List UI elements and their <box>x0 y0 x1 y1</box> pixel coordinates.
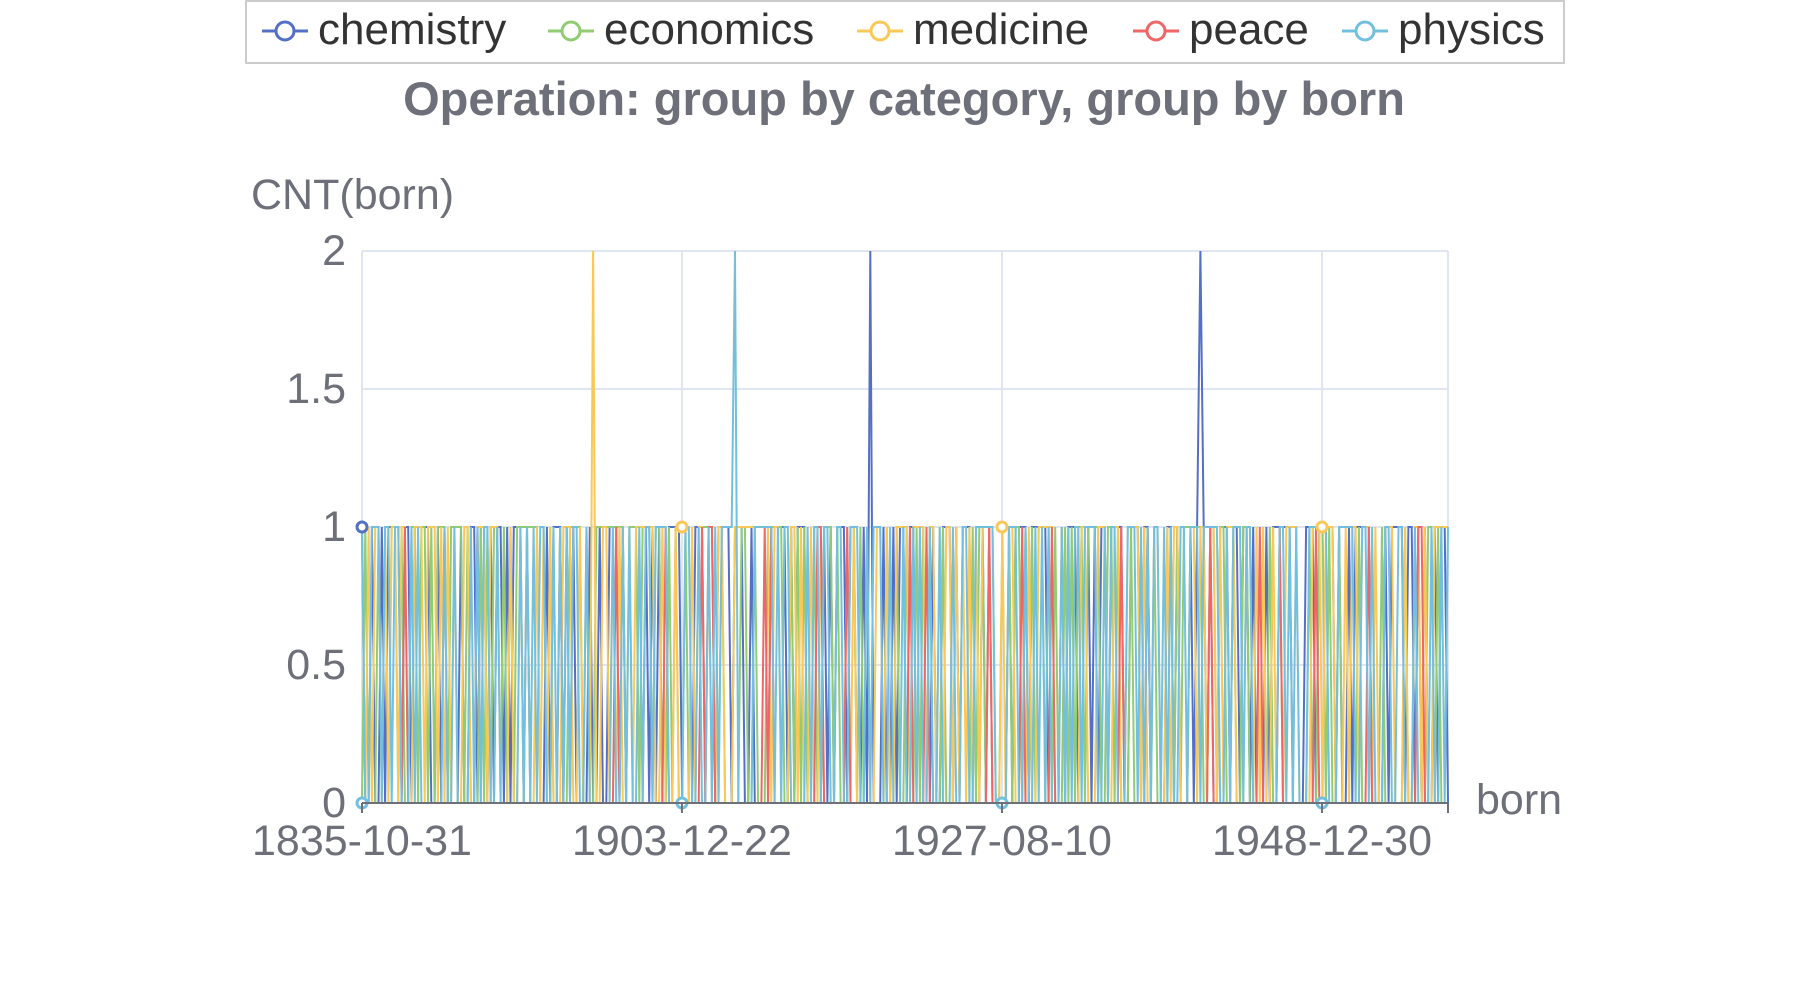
legend-item-economics[interactable]: economics <box>548 5 814 54</box>
legend-item-medicine[interactable]: medicine <box>857 5 1089 54</box>
x-tick-label: 1948-12-30 <box>1212 817 1432 865</box>
x-axis-label: born <box>1476 776 1562 824</box>
legend-marker <box>1145 20 1167 42</box>
legend-label: peace <box>1189 5 1309 54</box>
chart-title: Operation: group by category, group by b… <box>403 72 1405 125</box>
x-tick-labels: 1835-10-31 1903-12-22 1927-08-10 1948-12-30 <box>252 817 1432 865</box>
y-axis-label: CNT(born) <box>251 171 454 219</box>
legend-item-chemistry[interactable]: chemistry <box>262 5 506 54</box>
y-tick-label: 0 <box>322 779 346 827</box>
y-tick-label: 2 <box>322 227 346 275</box>
series-marker-medicine <box>995 520 1009 534</box>
series-marker-chemistry <box>355 520 369 534</box>
legend-item-peace[interactable]: peace <box>1133 5 1309 54</box>
legend-label: physics <box>1398 5 1545 54</box>
y-tick-label: 1.5 <box>286 365 346 413</box>
legend-label: economics <box>604 5 814 54</box>
legend[interactable]: chemistry economics medicine peace physics <box>245 0 1565 64</box>
legend-marker <box>1354 20 1376 42</box>
legend-label: chemistry <box>318 5 506 54</box>
series-layer <box>355 250 1449 810</box>
y-tick-label: 1 <box>322 503 346 551</box>
series-marker-medicine <box>675 520 689 534</box>
axes <box>361 802 1449 813</box>
legend-label: medicine <box>913 5 1089 54</box>
x-tick-label: 1903-12-22 <box>572 817 792 865</box>
y-tick-labels: 0 0.5 1 1.5 2 <box>286 227 346 827</box>
legend-marker <box>869 20 891 42</box>
legend-marker <box>274 20 296 42</box>
x-tick-label: 1927-08-10 <box>892 817 1112 865</box>
series-marker-medicine <box>1315 520 1329 534</box>
x-tick-label: 1835-10-31 <box>252 817 472 865</box>
legend-item-physics[interactable]: physics <box>1342 5 1545 54</box>
y-tick-label: 0.5 <box>286 641 346 689</box>
legend-marker <box>560 20 582 42</box>
